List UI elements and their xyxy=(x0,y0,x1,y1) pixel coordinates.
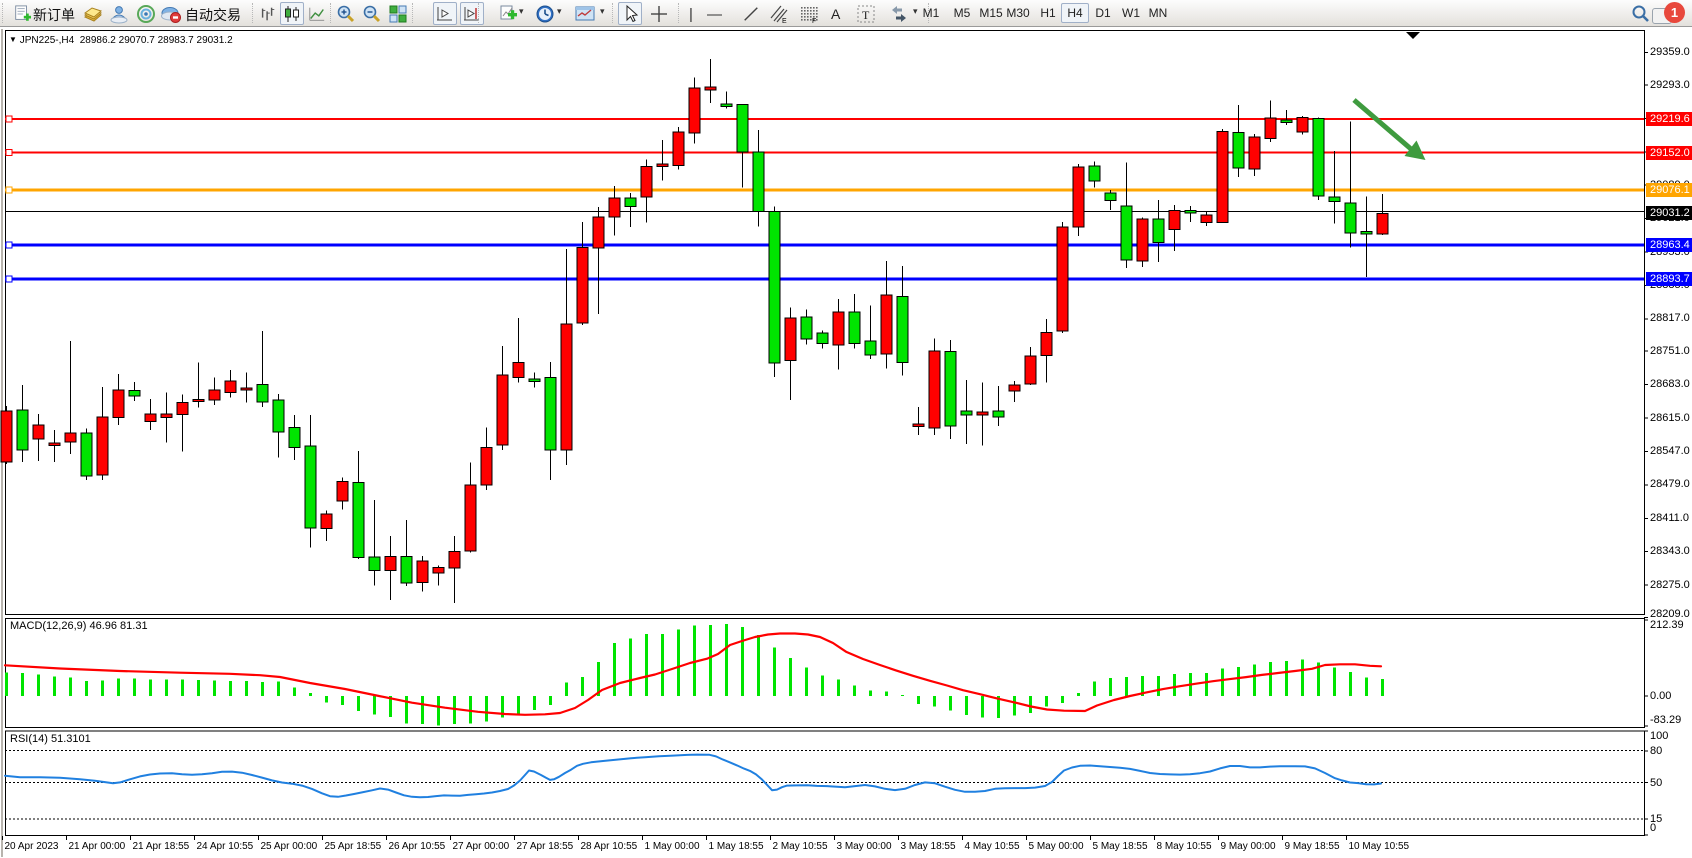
svg-text:E: E xyxy=(782,18,787,24)
svg-text:F: F xyxy=(812,18,816,24)
svg-text:T: T xyxy=(862,8,870,22)
